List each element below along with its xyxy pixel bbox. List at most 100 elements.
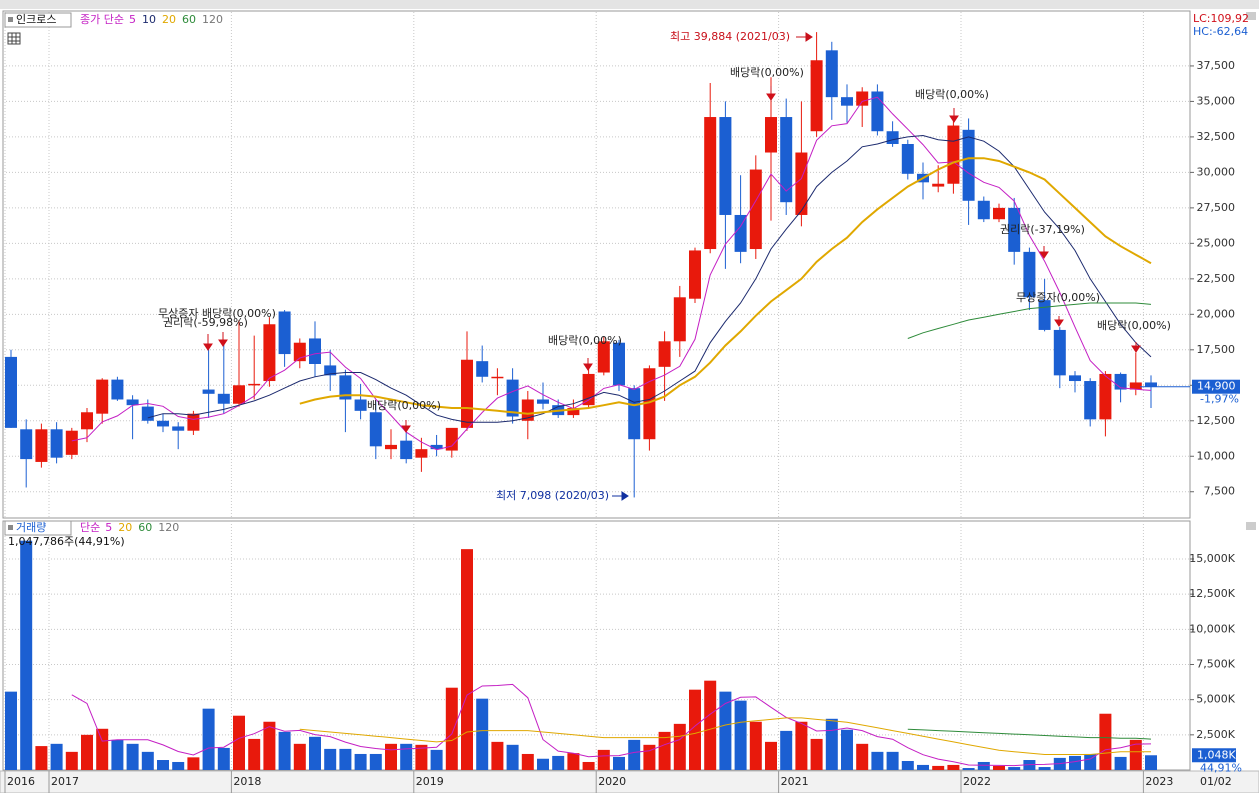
volume-bar <box>901 760 914 770</box>
candle-body <box>172 426 185 431</box>
candle-body <box>1129 382 1142 390</box>
candle-body <box>886 131 899 144</box>
volume-bar <box>96 728 109 770</box>
volume-bar <box>917 764 929 770</box>
volume-bar <box>582 761 595 770</box>
volume-bar <box>369 753 382 770</box>
panel-button[interactable] <box>1246 522 1256 530</box>
volume-bar <box>354 753 367 770</box>
legend-entry: 10 <box>142 13 156 26</box>
ma-line <box>299 717 1151 755</box>
x-tick-label: 2017 <box>51 775 79 788</box>
volume-bar <box>871 751 884 770</box>
annotation-arrow <box>218 332 228 347</box>
candle-body <box>263 324 276 382</box>
candle-body <box>765 117 777 153</box>
grid-icon[interactable] <box>7 32 21 45</box>
volume-bar <box>506 744 519 770</box>
candle-body <box>5 356 17 428</box>
last-volume: 1,048K <box>1197 748 1236 761</box>
volume-bar <box>233 715 245 770</box>
candle-body <box>947 125 960 184</box>
candle-body <box>871 91 884 132</box>
legend-box <box>4 12 72 28</box>
y-tick-label: 12,500K <box>1189 587 1235 600</box>
candle-body <box>20 429 33 460</box>
volume-bar <box>856 743 869 770</box>
volume-bar <box>689 689 701 770</box>
volume-bar <box>339 748 352 770</box>
candle-body <box>825 50 838 98</box>
last-volume-box <box>1192 748 1236 763</box>
candle-body <box>1023 251 1036 298</box>
x-tick-label: 2019 <box>416 775 444 788</box>
volume-bar <box>1099 713 1112 770</box>
x-tick-label: 2020 <box>598 775 626 788</box>
legend-title: 종가 단순 <box>80 13 124 26</box>
volume-bar <box>278 731 291 770</box>
volume-bar <box>947 764 960 770</box>
legend-entry: 120 <box>202 13 223 26</box>
y-tick-label: 5,000K <box>1196 693 1235 706</box>
ma-line <box>907 302 1152 339</box>
legend-entry: 60 <box>182 13 196 26</box>
annotation-arrow <box>203 334 213 351</box>
candle-body <box>111 379 124 400</box>
candle-body <box>309 338 321 364</box>
y-tick-label: 2,500K <box>1196 728 1235 741</box>
candle-body <box>476 361 489 377</box>
annotation-arrow <box>949 108 959 123</box>
ma-line <box>147 134 1152 423</box>
candle-body <box>1084 381 1097 420</box>
volume-bar <box>719 691 732 770</box>
y-tick-label: 17,500 <box>1197 343 1236 356</box>
candle-body <box>1053 329 1066 376</box>
candle-body <box>856 91 869 106</box>
legend-title: 단순 <box>80 521 100 534</box>
candle-body <box>1008 207 1021 252</box>
candle-body <box>202 389 215 394</box>
legend-name: 거래량 <box>16 521 46 534</box>
y-tick-label: 32,500 <box>1197 130 1236 143</box>
legend-entry: 20 <box>118 521 132 534</box>
y-tick-label: 30,000 <box>1197 165 1236 178</box>
candle-body <box>810 60 823 132</box>
volume-bar <box>1114 756 1127 770</box>
volume-bar <box>1129 739 1142 770</box>
volume-bar <box>1008 767 1021 770</box>
price-panel <box>2 10 1191 519</box>
candle-body <box>324 365 337 376</box>
candle-body <box>217 393 230 404</box>
candle-body <box>81 412 93 430</box>
volume-bar <box>597 749 610 770</box>
volume-bar <box>81 734 93 770</box>
candle-body <box>841 97 853 106</box>
y-tick-label: 20,000 <box>1197 307 1236 320</box>
candle-body <box>1038 300 1051 330</box>
candle-body <box>50 429 63 458</box>
candle-body <box>415 449 428 458</box>
legend-box <box>4 520 72 536</box>
y-tick-label: 37,500 <box>1197 59 1236 72</box>
annotation-arrow <box>583 358 593 371</box>
volume-bar <box>141 751 154 770</box>
ma-line <box>71 683 1152 767</box>
date-box: 01/02 <box>1200 775 1232 788</box>
volume-bar <box>293 743 306 770</box>
volume-bar <box>126 743 139 770</box>
volume-bar <box>521 753 534 770</box>
candle-body <box>233 385 245 404</box>
candle-body <box>780 117 793 203</box>
candle-body <box>187 413 200 431</box>
panel-button[interactable] <box>1246 12 1256 20</box>
y-tick-label: 10,000 <box>1197 449 1236 462</box>
x-tick-label: 2018 <box>233 775 261 788</box>
volume-bar <box>977 761 990 770</box>
annotation-arrow <box>796 32 813 42</box>
volume-bar <box>658 731 671 770</box>
candle-body <box>901 144 914 174</box>
volume-bar <box>324 748 337 770</box>
annotation-arrow <box>1039 246 1049 259</box>
volume-bar <box>810 738 823 770</box>
annotation: 무상증자 배당락(0,00%) <box>158 307 276 320</box>
